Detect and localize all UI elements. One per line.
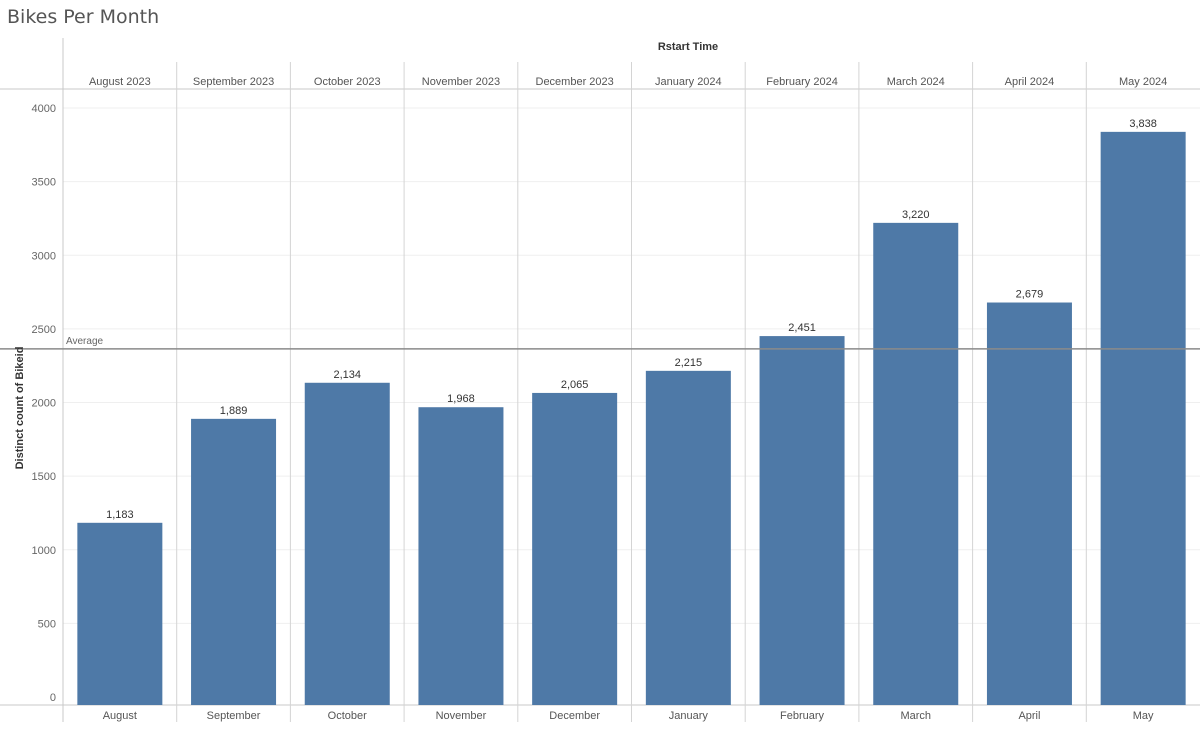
column-header-label: October 2023 (314, 76, 381, 88)
y-tick-label: 2500 (32, 324, 56, 336)
chart-title: Bikes Per Month (7, 6, 160, 28)
data-label: 2,679 (1016, 289, 1044, 301)
y-tick-label: 0 (50, 692, 56, 704)
column-header-label: April 2024 (1005, 76, 1055, 88)
column-header-label: September 2023 (193, 76, 274, 88)
bar (191, 418, 277, 705)
data-label: 3,220 (902, 209, 930, 221)
y-tick-label: 3000 (32, 250, 56, 262)
x-tick-label: August (103, 710, 137, 722)
x-tick-label: May (1133, 710, 1154, 722)
data-label: 1,889 (220, 405, 248, 417)
column-header-label: January 2024 (655, 76, 722, 88)
column-header-label: November 2023 (422, 76, 500, 88)
x-tick-label: November (436, 710, 487, 722)
y-tick-label: 4000 (32, 103, 56, 115)
x-tick-label: September (207, 710, 261, 722)
axes: Rstart Time Distinct count of Bikeid 0 50… (14, 41, 1167, 722)
data-label: 2,065 (561, 379, 589, 391)
x-tick-label: December (549, 710, 600, 722)
x-tick-label: April (1018, 710, 1040, 722)
average-reference-label: Average (66, 336, 104, 347)
data-label: 2,451 (788, 322, 816, 334)
reference-line-group: Average (0, 336, 1200, 350)
y-axis-title: Distinct count of Bikeid (14, 347, 26, 470)
x-tick-label: March (900, 710, 931, 722)
x-tick-label: October (328, 710, 367, 722)
data-label: 1,183 (106, 509, 134, 521)
data-label: 2,215 (675, 357, 703, 369)
bar (645, 370, 731, 705)
data-label: 1,968 (447, 393, 475, 405)
y-tick-label: 500 (38, 618, 56, 630)
data-label: 3,838 (1129, 118, 1157, 130)
bar (1100, 131, 1186, 706)
column-header-title: Rstart Time (658, 41, 718, 53)
data-labels: 1,183 1,889 2,134 1,968 2,065 2,215 2,451 3,220… (106, 118, 1157, 521)
bar (77, 522, 163, 705)
y-tick-label: 1000 (32, 545, 56, 557)
y-tick-label: 1500 (32, 471, 56, 483)
y-tick-label: 2000 (32, 398, 56, 410)
data-label: 2,134 (333, 369, 361, 381)
bar (304, 382, 390, 705)
x-tick-label: January (669, 710, 709, 722)
bar (418, 407, 504, 705)
column-header-label: February 2024 (766, 76, 838, 88)
x-tick-label: February (780, 710, 825, 722)
bar (759, 336, 845, 705)
bar (986, 302, 1072, 705)
column-header-label: May 2024 (1119, 76, 1167, 88)
bar (532, 392, 618, 705)
column-header-label: December 2023 (536, 76, 614, 88)
column-header-label: March 2024 (887, 76, 945, 88)
bar (873, 222, 959, 706)
y-tick-label: 3500 (32, 177, 56, 189)
bars (77, 131, 1186, 706)
column-header-label: August 2023 (89, 76, 151, 88)
